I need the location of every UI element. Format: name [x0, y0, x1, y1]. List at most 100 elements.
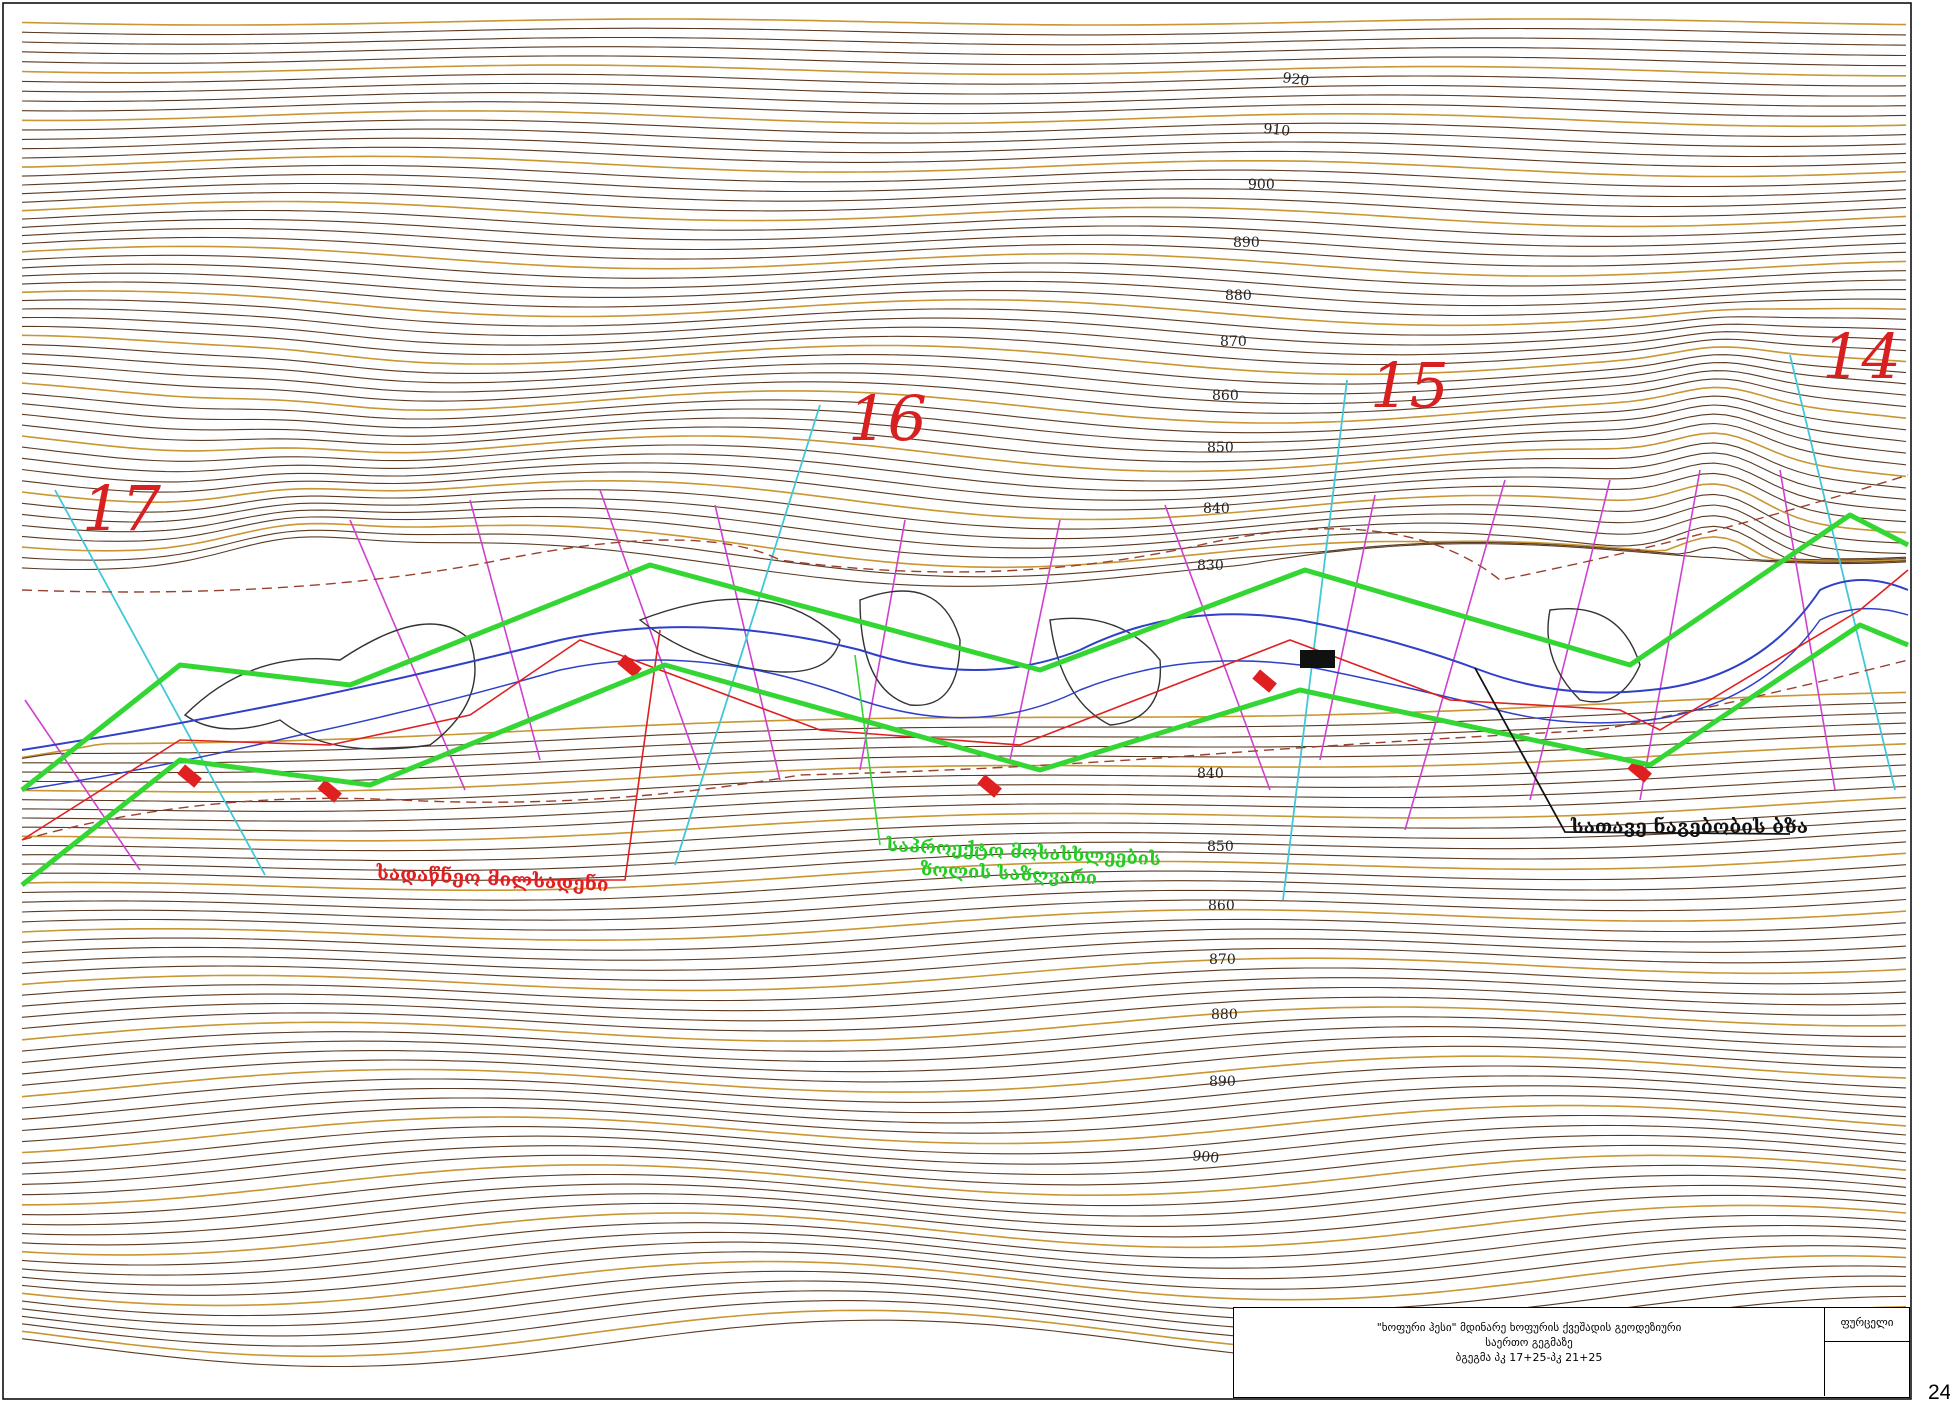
contour-line: [21, 536, 1907, 587]
elevation-label: 920: [1281, 70, 1310, 90]
contour-line: [22, 119, 1907, 137]
project-boundary-lower: [20, 622, 1909, 887]
pipeline-support-marker: [1252, 669, 1277, 693]
contour-line: [21, 334, 1907, 376]
contour-line: [21, 898, 1907, 931]
title-block-main: "ხოფური ჰესი" მდინარე ხოფურის ქვეშადის გ…: [1234, 1308, 1825, 1396]
contour-line: [21, 529, 1907, 578]
contour-line: [21, 182, 1907, 208]
elevation-label: 850: [1207, 839, 1234, 855]
contour-line: [21, 775, 1907, 822]
contour-line: [22, 764, 1907, 812]
contour-line: [21, 353, 1907, 395]
contour-line: [21, 82, 1907, 97]
contour-line: [21, 299, 1907, 336]
contour-line: [21, 308, 1907, 346]
contour-line: [21, 218, 1907, 247]
contour-line: [21, 1204, 1907, 1256]
section-number-14: 14: [1822, 320, 1901, 393]
pipeline-support-marker: [317, 779, 342, 803]
contour-line: [21, 442, 1907, 489]
contour-line: [21, 479, 1907, 534]
contour-line: [21, 200, 1907, 228]
contour-line: [21, 887, 1907, 921]
riverbank-outline: [638, 598, 841, 673]
contour-line: [21, 1164, 1907, 1216]
contour-line: [21, 1275, 1907, 1327]
contour-line: [21, 1265, 1907, 1317]
pipeline-support-marker: [1627, 759, 1652, 783]
contour-line: [22, 807, 1907, 852]
contour-line: [21, 1055, 1907, 1098]
cross-section-line: [599, 489, 701, 771]
contour-line: [21, 515, 1907, 561]
contour-line: [21, 73, 1907, 87]
contour-line: [22, 712, 1907, 764]
title-block: "ხოფური ჰესი" მდინარე ხოფურის ქვეშადის გ…: [1233, 1307, 1910, 1398]
contour-line: [21, 137, 1907, 158]
survey-boundary-dashed: [21, 659, 1909, 841]
riverbank-outline: [1049, 617, 1162, 726]
sheet-label: ფურცელი: [1825, 1308, 1909, 1342]
section-line: [1282, 379, 1348, 901]
contour-line: [21, 753, 1907, 803]
contour-line: [21, 452, 1907, 500]
headworks-structure: [1300, 650, 1335, 668]
contour-line: [21, 403, 1907, 443]
boundary-label-leader: [854, 654, 881, 846]
elevation-label: 850: [1207, 440, 1234, 456]
contour-line: [21, 382, 1907, 424]
cross-section-line: [1009, 519, 1061, 761]
contour-line: [21, 908, 1907, 942]
sheet-border: [2, 2, 1912, 1400]
elevation-label: 890: [1209, 1074, 1236, 1090]
contour-line: [21, 1016, 1907, 1052]
elevation-label: 860: [1212, 388, 1239, 404]
contour-line: [21, 290, 1907, 327]
contour-line: [21, 864, 1907, 901]
contour-line: [21, 957, 1907, 992]
contour-line: [21, 1174, 1907, 1226]
project-boundary-upper: [20, 512, 1910, 792]
contour-line: [21, 996, 1907, 1032]
contour-line: [22, 325, 1907, 366]
contour-line: [21, 422, 1907, 466]
contour-line: [21, 173, 1907, 198]
pipeline-support-marker: [977, 774, 1002, 798]
contour-line: [21, 1114, 1907, 1164]
contour-line: [21, 818, 1907, 862]
contour-line: [21, 830, 1907, 871]
contour-line: [21, 55, 1907, 67]
contour-line: [21, 1104, 1907, 1154]
contour-line: [21, 462, 1907, 512]
contour-line: [21, 489, 1907, 544]
contour-line: [21, 852, 1907, 892]
riverbank-outline: [1547, 608, 1641, 703]
contour-line: [21, 101, 1907, 117]
elevation-label: 870: [1220, 334, 1247, 350]
cross-section-line: [469, 499, 541, 761]
section-number-15: 15: [1370, 349, 1449, 422]
contour-line: [21, 841, 1907, 881]
contour-line: [21, 1255, 1907, 1307]
contour-line: [21, 413, 1907, 454]
contour-line: [21, 1184, 1907, 1236]
elevation-label: 890: [1233, 235, 1260, 251]
contour-line: [21, 18, 1907, 26]
contour-line: [21, 263, 1906, 297]
contour-line: [21, 209, 1907, 237]
contour-line: [21, 245, 1907, 277]
contour-line: [21, 236, 1907, 267]
cross-section-line: [1404, 479, 1506, 831]
cross-section-line: [714, 504, 781, 781]
contour-line: [21, 227, 1907, 257]
survey-boundary-dashed: [21, 474, 1909, 593]
title-line-2: საერთო გეგმაზე: [1485, 1336, 1573, 1349]
pipeline-support-marker: [177, 764, 202, 788]
contour-line: [21, 1065, 1907, 1109]
contour-line: [21, 1035, 1907, 1075]
cross-section-line: [1779, 469, 1836, 791]
river-bank-line: [21, 607, 1909, 791]
road-label-leader: [1474, 667, 1791, 835]
cross-section-line: [24, 699, 141, 871]
